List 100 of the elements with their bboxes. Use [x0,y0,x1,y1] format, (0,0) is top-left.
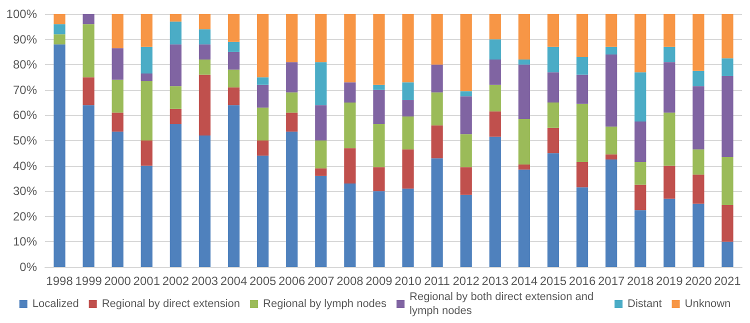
bar [198,14,211,30]
bar [518,14,530,60]
bar [692,70,704,86]
bar [170,86,182,109]
x-tick-label: 2019 [656,274,684,288]
bar [664,62,676,113]
bar [402,100,414,116]
x-tick-label: 2011 [424,274,450,288]
bar [489,84,501,112]
x-tick-label: 2017 [598,274,625,288]
bar [344,14,356,82]
bar [112,80,124,113]
bar [315,105,327,140]
legend-label: Regional by both direct extension and lymph nodes [410,291,597,317]
bar [315,62,327,106]
bar [344,184,356,267]
bar [431,64,443,92]
bar [547,46,560,72]
bar [431,125,443,158]
x-tick-label: 2005 [249,274,276,288]
bar [198,44,211,60]
x-tick-label: 2014 [510,274,538,288]
legend-label: Regional by direct extension [102,298,240,310]
bar [634,14,646,72]
bar [606,126,618,154]
x-tick-label: 1998 [46,274,74,288]
bar [140,81,152,140]
bar [373,84,385,90]
bar [576,187,588,267]
bar [722,14,734,58]
x-tick-label: 2015 [540,274,567,288]
bar [722,156,734,206]
bar [286,112,298,132]
bar [576,104,588,162]
bar [402,82,414,100]
bar [576,14,588,58]
bar [170,108,182,124]
bar [112,14,124,48]
bar [489,14,501,40]
bar [518,164,530,170]
bar [54,14,66,24]
bar [112,112,124,132]
bar [547,72,560,103]
bar [692,86,704,150]
x-tick-label: 2012 [452,274,480,288]
bar [198,135,211,267]
y-tick-label: 90% [12,32,38,46]
bar [606,46,618,54]
bar [722,76,734,157]
x-tick-label: 2009 [366,274,393,288]
bar [82,77,94,106]
bar [576,74,588,104]
bar [228,42,240,52]
bar [82,24,94,78]
bar [170,124,182,267]
bar [664,112,676,166]
legend-label: Distant [628,298,662,310]
x-tick-label: 2004 [220,274,248,288]
y-tick-label: 30% [12,184,38,198]
x-tick-label: 2000 [104,274,132,288]
bar [664,198,676,267]
bar [257,140,269,156]
bar [257,14,269,78]
x-tick-label: 2006 [278,274,306,288]
bar [54,44,66,267]
bar [518,60,530,65]
bar [140,14,152,47]
bar [286,62,298,92]
bar [606,14,618,47]
bar [198,60,211,75]
bar [140,140,152,166]
legend-label: Regional by lymph nodes [263,298,388,310]
y-tick-label: 70% [12,82,38,97]
bar [402,188,414,267]
y-tick-label: 0% [20,260,38,274]
bar [547,102,560,128]
x-tick-label: 2002 [162,274,190,288]
bar [489,111,501,137]
bar [257,156,269,267]
bar [606,54,618,127]
bar [344,148,356,184]
bar [82,105,94,267]
y-tick-label: 20% [12,209,38,224]
x-tick-label: 2003 [191,274,218,288]
bar [722,58,734,76]
x-tick-label: 2018 [627,274,654,288]
bar [489,39,501,60]
bar [692,174,704,204]
y-tick-label: 80% [12,58,38,72]
bar [606,159,618,267]
y-tick-label: 50% [12,134,38,148]
legend-label: Unknown [684,298,731,310]
bar [112,132,124,267]
bar [228,14,240,42]
bar [402,149,414,189]
bar [140,73,152,82]
bar [54,24,66,34]
bar [198,29,211,44]
bar [286,92,298,113]
bar [547,14,560,47]
